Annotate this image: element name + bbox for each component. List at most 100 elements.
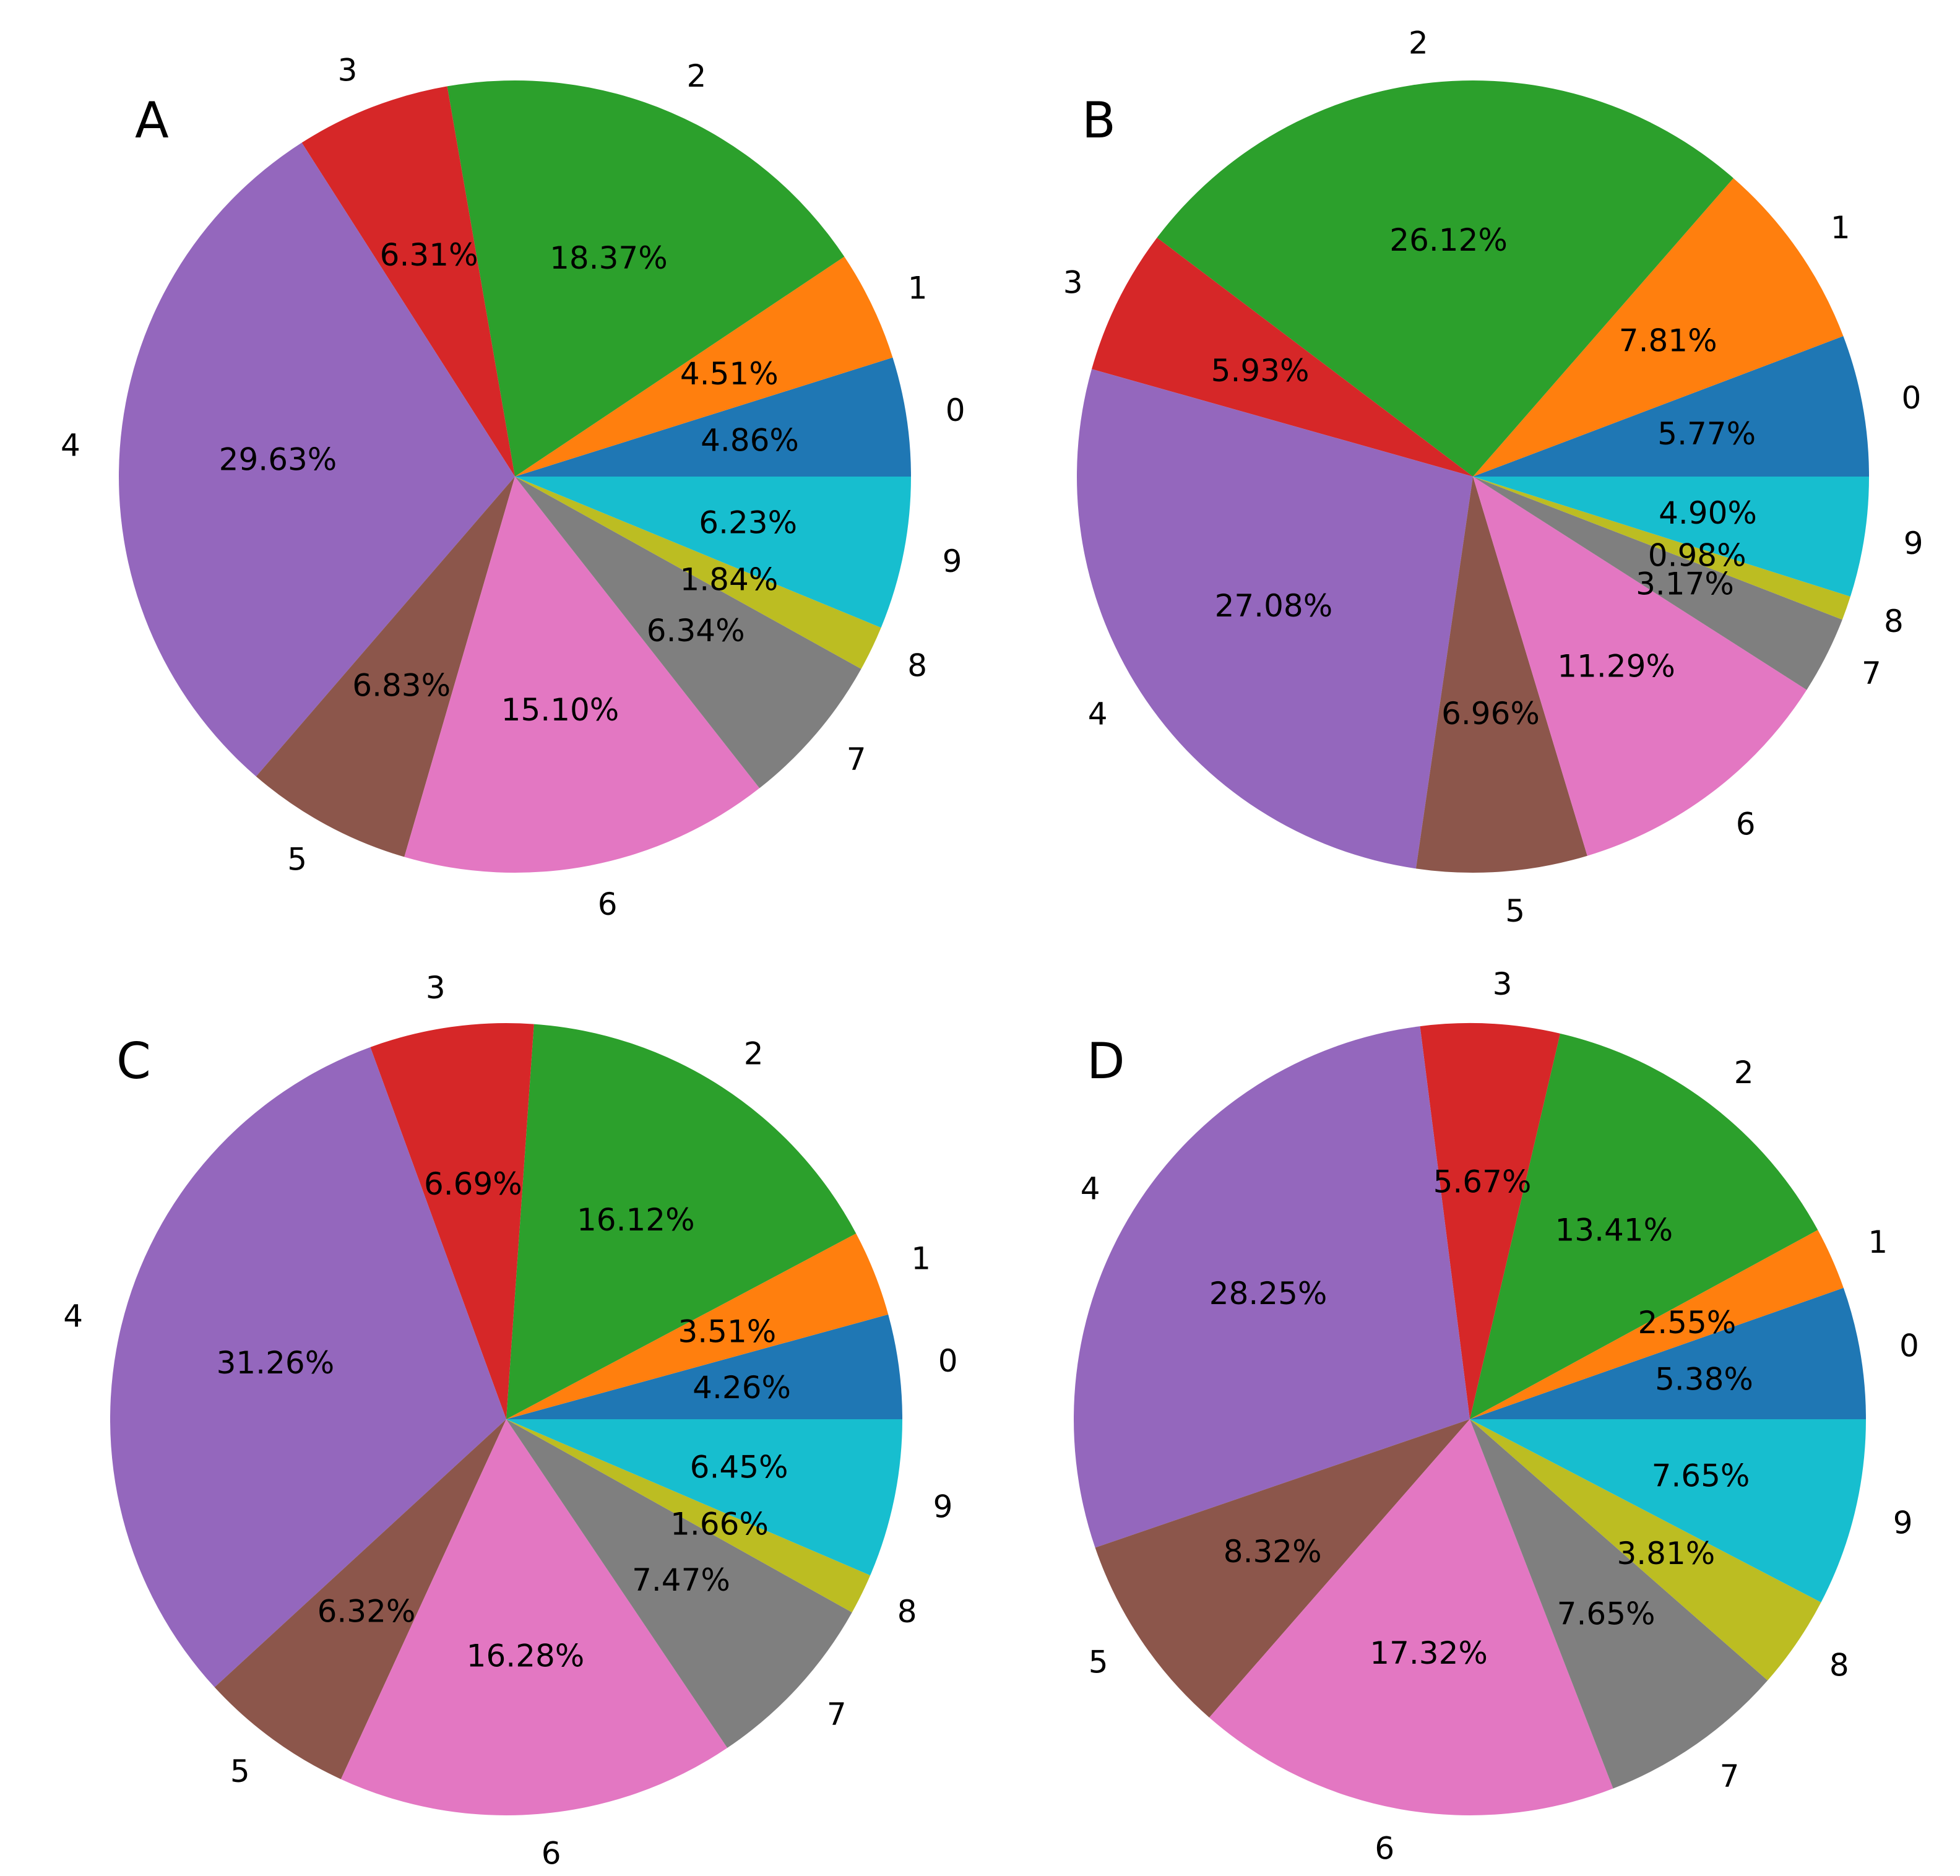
pie-a-value-label-0: 4.86% (701, 423, 799, 459)
pie-d-slice-7 (1470, 1419, 1768, 1789)
pie-c-category-label-2: 2 (744, 1036, 764, 1072)
pie-b-category-label-9: 9 (1904, 525, 1923, 561)
pie-c-slice-5 (214, 1419, 506, 1779)
pie-b-slice-7 (1473, 477, 1842, 690)
pie-a-slice-3 (301, 86, 515, 477)
pie-c-slice-7 (506, 1419, 852, 1748)
pie-a-category-label-4: 4 (61, 427, 80, 463)
pie-panel-c: C 0 4.26% 1 3.51% 2 16.12% 3 6.69% 4 31.26% 5 6.32%… (63, 970, 957, 1872)
pie-d-slice-4 (1073, 1026, 1470, 1548)
pie-d-category-label-4: 4 (1081, 1171, 1100, 1207)
pie-b-category-label-2: 2 (1409, 25, 1428, 61)
panel-letter-d: D (1087, 1032, 1125, 1090)
pie-d-value-label-1: 2.55% (1638, 1305, 1736, 1341)
pie-b-value-label-2: 26.12% (1389, 222, 1508, 258)
pie-d-value-label-4: 28.25% (1209, 1276, 1328, 1312)
pie-c-value-label-6: 16.28% (467, 1638, 585, 1674)
pie-a-category-label-0: 0 (946, 392, 965, 428)
pie-panel-a: A 0 4.86% 1 4.51% 2 18.37% 3 6.31% 4 29.63% 5 6.83%… (61, 53, 965, 923)
pie-b-slice-8 (1473, 477, 1850, 620)
pie-d-category-label-6: 6 (1375, 1830, 1394, 1866)
pie-a-value-label-4: 29.63% (219, 441, 337, 477)
pie-d-value-label-5: 8.32% (1224, 1534, 1322, 1570)
pie-c-value-label-0: 4.26% (693, 1370, 791, 1406)
pie-a-slice-5 (256, 477, 515, 857)
pie-c-value-label-1: 3.51% (678, 1313, 776, 1349)
pie-d-category-label-8: 8 (1829, 1648, 1849, 1684)
pie-c-category-label-7: 7 (827, 1697, 847, 1732)
pie-a-category-label-7: 7 (847, 741, 866, 777)
pie-d-slice-3 (1420, 1022, 1560, 1419)
pie-a-category-label-2: 2 (687, 58, 707, 94)
pie-a-value-label-9: 6.23% (699, 505, 797, 541)
pie-d-slice-2 (1470, 1033, 1818, 1419)
pie-d-slice-5 (1095, 1419, 1470, 1718)
pie-a-slice-2 (447, 80, 845, 477)
pie-a-value-label-3: 6.31% (380, 237, 478, 273)
pie-b-value-label-6: 11.29% (1557, 648, 1675, 684)
pie-d-category-label-7: 7 (1720, 1758, 1740, 1794)
pie-d-category-label-0: 0 (1899, 1328, 1919, 1364)
pie-c-category-label-4: 4 (63, 1299, 83, 1334)
pie-a-category-label-6: 6 (598, 886, 618, 922)
pie-c-slice-6 (340, 1419, 728, 1815)
pie-c-slice-1 (506, 1233, 889, 1419)
pie-b-category-label-6: 6 (1736, 806, 1756, 842)
panel-letter-b: B (1082, 92, 1116, 149)
pie-a-category-label-5: 5 (287, 842, 307, 878)
pie-b-category-label-7: 7 (1862, 655, 1881, 691)
pie-a-slice-9 (515, 477, 911, 628)
pie-c-category-label-5: 5 (230, 1753, 250, 1789)
pie-a-value-label-2: 18.37% (550, 240, 668, 276)
pie-b-value-label-7: 3.17% (1636, 566, 1734, 602)
panel-letter-c: C (116, 1032, 151, 1090)
pie-b-value-label-0: 5.77% (1657, 416, 1756, 452)
pie-b-slice-0 (1473, 336, 1869, 477)
pie-a-slice-4 (119, 142, 515, 777)
pie-d-category-label-3: 3 (1493, 966, 1513, 1002)
panel-letter-a: A (135, 92, 169, 149)
pie-c-category-label-3: 3 (426, 970, 446, 1006)
pie-b-category-label-4: 4 (1088, 696, 1108, 732)
pie-d-category-label-5: 5 (1089, 1645, 1108, 1680)
pie-b-value-label-5: 6.96% (1441, 696, 1540, 732)
pie-b-slice-3 (1092, 238, 1473, 477)
pie-c-value-label-8: 1.66% (670, 1506, 769, 1542)
pie-d-slice-1 (1470, 1230, 1844, 1419)
pie-d-slice-0 (1470, 1287, 1866, 1419)
pie-a-value-label-7: 6.34% (647, 613, 745, 649)
pie-c-slice-2 (506, 1024, 857, 1419)
pie-c-value-label-2: 16.12% (577, 1202, 695, 1238)
pie-b-value-label-1: 7.81% (1619, 323, 1717, 359)
pie-b-slice-2 (1157, 80, 1733, 477)
pie-c-value-label-9: 6.45% (690, 1449, 788, 1485)
pie-d-category-label-2: 2 (1734, 1055, 1754, 1091)
pie-d-slice-6 (1209, 1419, 1613, 1815)
pie-a-slice-7 (515, 477, 861, 789)
pie-a-value-label-1: 4.51% (680, 356, 779, 392)
pie-a-value-label-8: 1.84% (680, 562, 778, 598)
pie-panel-d: D 0 5.38% 1 2.55% 2 13.41% 3 5.67% 4 28.25% 5 8.32%… (1073, 966, 1919, 1866)
pie-c-value-label-3: 6.69% (424, 1166, 522, 1202)
pie-b-value-label-9: 4.90% (1659, 495, 1757, 531)
pie-d-value-label-9: 7.65% (1652, 1458, 1750, 1493)
pie-d-value-label-7: 7.65% (1557, 1596, 1656, 1632)
pie-c-slice-0 (506, 1314, 902, 1419)
pie-d-value-label-6: 17.32% (1370, 1635, 1488, 1671)
pie-a-category-label-3: 3 (338, 53, 358, 89)
pie-b-value-label-3: 5.93% (1211, 353, 1310, 389)
pie-c-category-label-1: 1 (911, 1240, 931, 1276)
pie-c-slice-9 (506, 1419, 902, 1576)
pie-a-slice-6 (404, 477, 760, 873)
pie-b-slice-4 (1076, 369, 1473, 869)
pie-b-category-label-8: 8 (1884, 603, 1904, 639)
pie-d-value-label-8: 3.81% (1617, 1536, 1715, 1571)
pie-b-value-label-4: 27.08% (1215, 588, 1333, 624)
pie-c-slice-4 (110, 1047, 506, 1688)
pie-c-category-label-6: 6 (542, 1836, 561, 1872)
pie-c-value-label-4: 31.26% (217, 1345, 335, 1381)
pie-b-slice-1 (1473, 178, 1844, 477)
pie-d-category-label-1: 1 (1868, 1224, 1888, 1260)
pie-a-category-label-9: 9 (943, 543, 962, 579)
pie-d-value-label-3: 5.67% (1433, 1164, 1532, 1200)
